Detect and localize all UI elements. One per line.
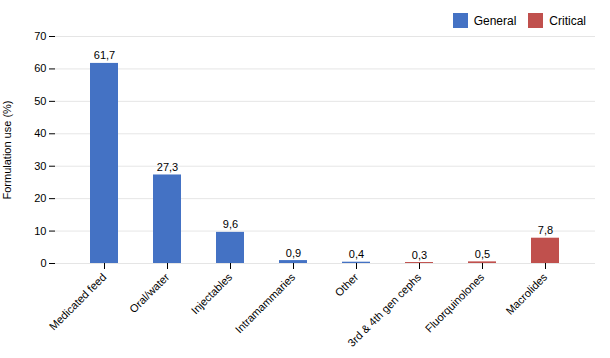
svg-text:Fluorquinolones: Fluorquinolones <box>423 270 487 334</box>
svg-text:0: 0 <box>40 257 46 269</box>
svg-text:Intramammaries: Intramammaries <box>233 270 298 335</box>
svg-text:70: 70 <box>34 30 46 42</box>
svg-text:60: 60 <box>34 62 46 74</box>
svg-text:27,3: 27,3 <box>157 161 178 173</box>
svg-text:0,9: 0,9 <box>286 247 301 259</box>
svg-text:30: 30 <box>34 160 46 172</box>
svg-text:Macrolides: Macrolides <box>503 270 549 316</box>
svg-text:0,3: 0,3 <box>412 249 427 261</box>
svg-text:61,7: 61,7 <box>94 49 115 61</box>
svg-text:10: 10 <box>34 225 46 237</box>
svg-text:50: 50 <box>34 95 46 107</box>
html-text:Critical: Critical <box>549 13 586 28</box>
svg-text:Injectables: Injectables <box>189 270 235 316</box>
svg-text:3rd & 4th gen cephs: 3rd & 4th gen cephs <box>345 270 423 348</box>
svg-text:20: 20 <box>34 192 46 204</box>
html-text:General: General <box>473 13 517 28</box>
svg-text:0,5: 0,5 <box>475 248 490 260</box>
svg-text:9,6: 9,6 <box>223 218 238 230</box>
svg-text:0,4: 0,4 <box>349 248 364 260</box>
svg-text:7,8: 7,8 <box>538 224 553 236</box>
svg-text:40: 40 <box>34 127 46 139</box>
svg-text:Formulation use (%): Formulation use (%) <box>1 100 13 199</box>
svg-text:Oral/water: Oral/water <box>127 271 172 316</box>
svg-text:Medicated feed: Medicated feed <box>47 271 109 333</box>
svg-text:Other: Other <box>332 271 360 299</box>
